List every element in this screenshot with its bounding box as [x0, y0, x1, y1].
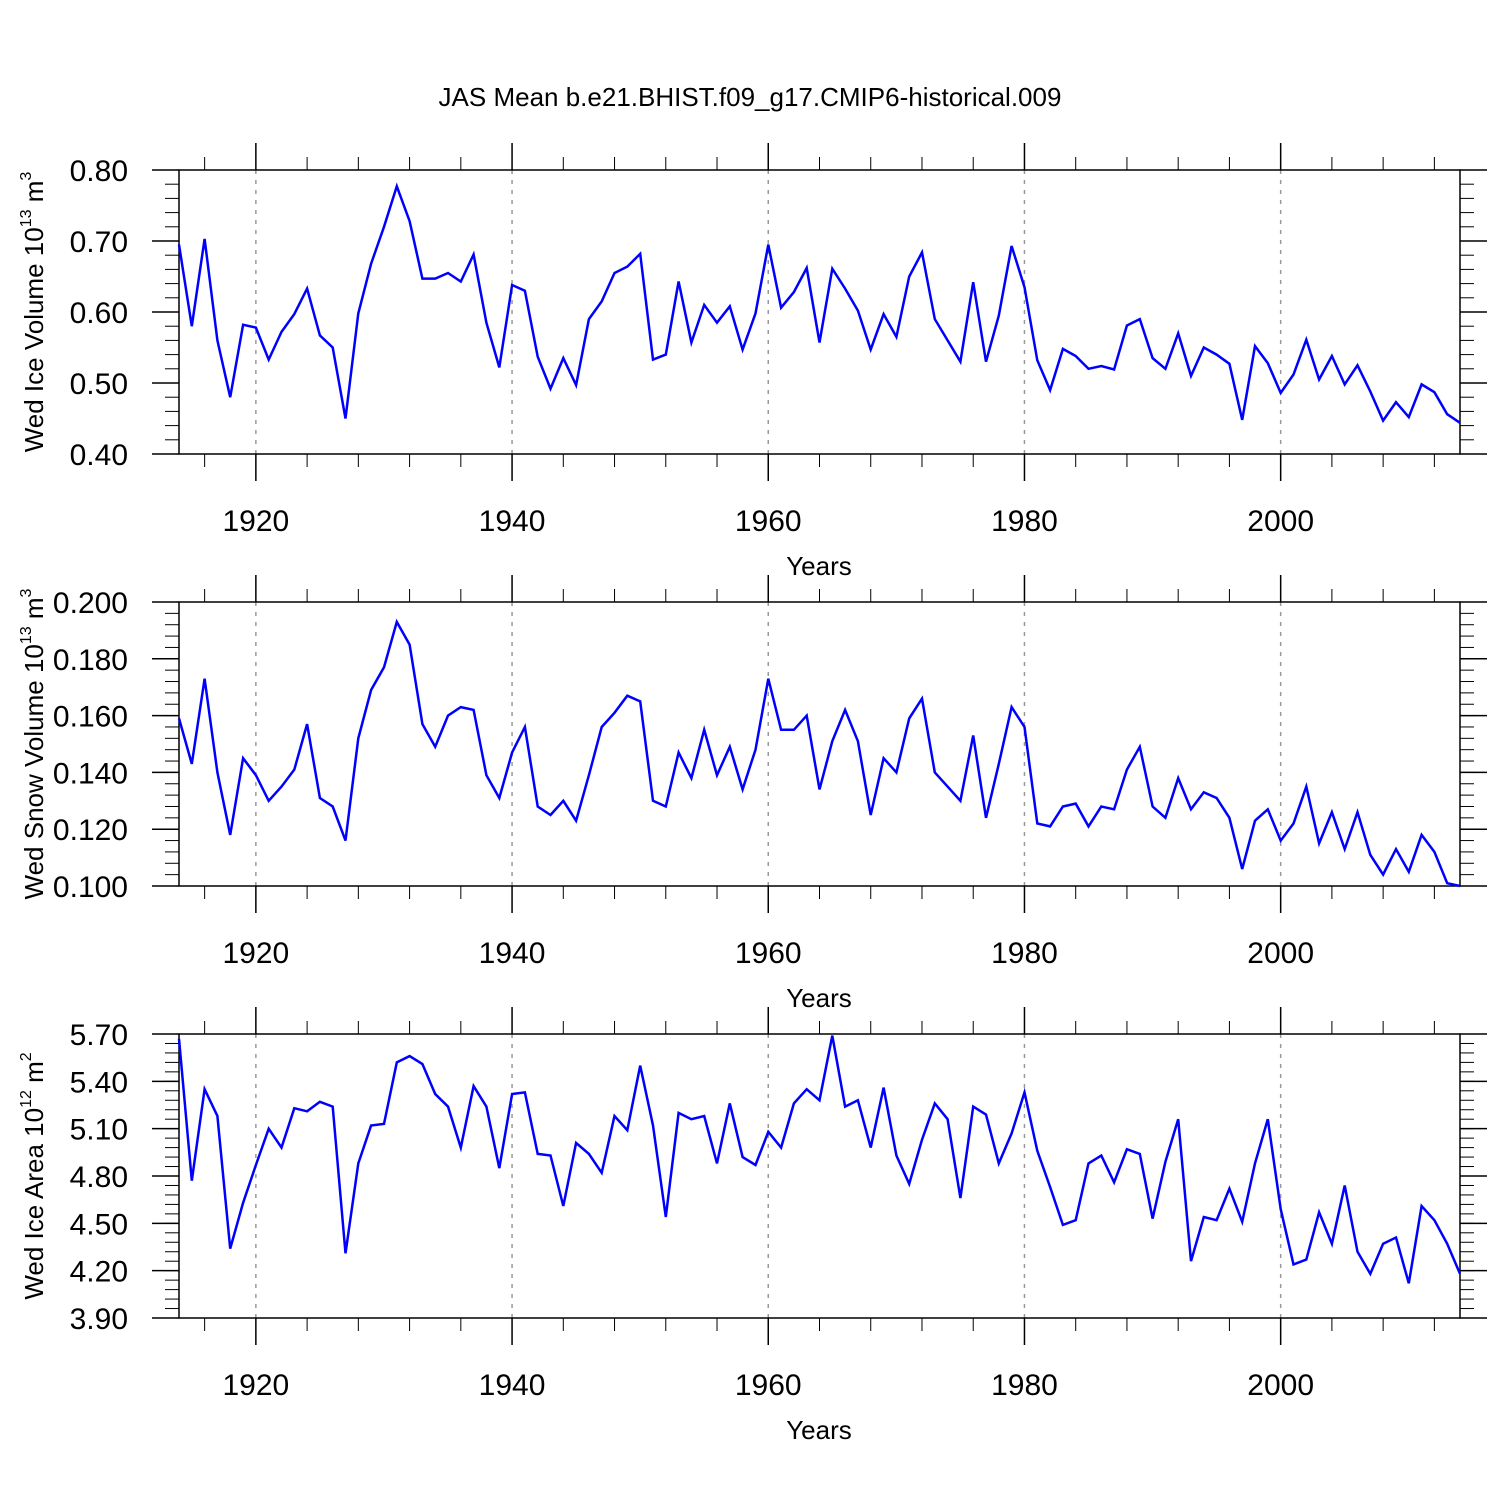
y-axis-title-text: m [19, 597, 49, 626]
series-line [177, 182, 1461, 424]
y-axis-title: Wed Ice Volume 1013 m3 [18, 172, 49, 453]
y-tick-label: 0.180 [53, 644, 128, 677]
y-axis-title-text: m [19, 181, 49, 210]
x-tick-label: 1980 [991, 505, 1058, 538]
y-axis-title-text: Wed Snow Volume 10 [19, 644, 49, 899]
y-axis-title-text: Wed Ice Volume 10 [19, 227, 49, 452]
x-tick-label: 2000 [1247, 505, 1314, 538]
y-axis-title-superscript: 13 [18, 209, 35, 227]
y-axis-title-superscript: 3 [18, 588, 35, 597]
x-axis-title: Years [786, 983, 852, 1013]
x-tick-label: 1920 [222, 505, 289, 538]
x-tick-label: 1980 [991, 1369, 1058, 1402]
x-tick-label: 1960 [735, 505, 802, 538]
y-tick-label: 5.40 [70, 1066, 128, 1099]
panel-3: 3.90 4.20 4.50 4.80 5.10 5.40 5.70 1920 1940 1960… [18, 1007, 1487, 1445]
y-tick-label: 0.200 [53, 587, 128, 620]
y-tick-label: 5.10 [70, 1114, 128, 1147]
y-axis-title: Wed Snow Volume 1013 m3 [18, 588, 49, 899]
x-axis-title: Years [786, 1415, 852, 1445]
x-tick-label: 1940 [479, 937, 546, 970]
y-tick-label: 0.140 [53, 757, 128, 790]
y-tick-label: 0.100 [53, 871, 128, 904]
y-tick-label: 0.160 [53, 701, 128, 734]
y-tick-label: 0.40 [70, 439, 128, 472]
y-tick-label: 0.120 [53, 814, 128, 847]
panel-1: 0.40 0.50 0.60 0.70 0.80 1920 1940 1960 1980 2000… [18, 143, 1487, 581]
x-axis-title: Years [786, 551, 852, 581]
y-axis-title-superscript: 2 [18, 1052, 35, 1061]
y-axis-title-text: Wed Ice Area 10 [19, 1108, 49, 1300]
y-tick-label: 3.90 [70, 1303, 128, 1336]
y-tick-label: 0.50 [70, 368, 128, 401]
x-tick-label: 1940 [479, 505, 546, 538]
y-tick-label: 5.70 [70, 1019, 128, 1052]
y-tick-label: 4.20 [70, 1256, 128, 1289]
y-axis-title-superscript: 12 [18, 1090, 35, 1108]
y-tick-label: 4.80 [70, 1161, 128, 1194]
x-tick-label: 1920 [222, 1369, 289, 1402]
x-tick-label: 1920 [222, 937, 289, 970]
series-line [177, 618, 1461, 888]
y-tick-label: 4.50 [70, 1208, 128, 1241]
x-tick-label: 2000 [1247, 1369, 1314, 1402]
x-tick-label: 2000 [1247, 937, 1314, 970]
x-tick-label: 1960 [735, 1369, 802, 1402]
series-line [177, 1035, 1462, 1284]
x-tick-label: 1980 [991, 937, 1058, 970]
panel-2: 0.100 0.120 0.140 0.160 0.180 0.200 1920 1940 19… [18, 575, 1487, 1013]
y-tick-label: 0.70 [70, 226, 128, 259]
y-axis-title-superscript: 3 [18, 172, 35, 181]
y-axis-title-text: m [19, 1061, 49, 1090]
y-tick-label: 0.60 [70, 297, 128, 330]
y-axis-title-superscript: 13 [18, 626, 35, 644]
chart-title: JAS Mean b.e21.BHIST.f09_g17.CMIP6-histo… [439, 82, 1062, 112]
x-tick-label: 1960 [735, 937, 802, 970]
y-axis-title: Wed Ice Area 1012 m2 [18, 1052, 49, 1299]
y-tick-label: 0.80 [70, 155, 128, 188]
panels: 0.40 0.50 0.60 0.70 0.80 1920 1940 1960 1980 2000… [18, 143, 1487, 1445]
x-tick-label: 1940 [479, 1369, 546, 1402]
